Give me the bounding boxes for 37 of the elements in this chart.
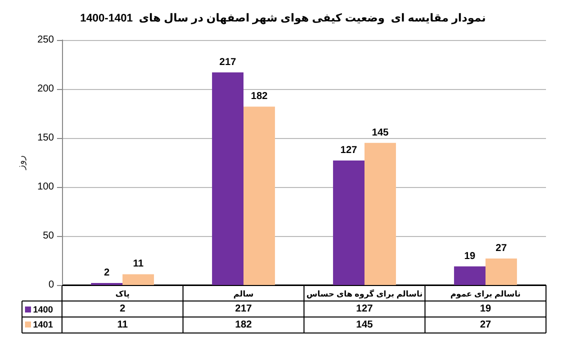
y-axis-title: روز [16,155,27,171]
text: 127 [356,304,374,314]
data-label: 19 [464,250,476,262]
text: 145 [356,320,374,330]
text: 27 [480,320,492,330]
bar [122,274,154,285]
bar [364,142,396,285]
bar [212,72,244,285]
x-tick-label: ناسالم برای گروه های حساس [306,288,423,298]
data-label: 127 [340,145,358,156]
data-label: 182 [250,91,268,102]
x-tick-label: ناسالم برای عموم [450,290,521,298]
x-tick-label: سالم [233,290,254,298]
y-tick-label: 50 [42,230,54,242]
text: 217 [235,304,252,314]
chart-title: نمودار مقایسه ای وضعیت کیفی هوای شهر اصفهان در سال های 1401-1400 [80,12,486,24]
y-tick-label: 0 [48,280,54,290]
x-tick-label: پاک [115,290,130,298]
text: 182 [235,320,252,330]
data-label: 2 [104,268,110,279]
y-tick-label: 150 [37,132,54,144]
text: 19 [480,304,492,314]
legend-label: 1401 [33,320,54,330]
y-tick-label: 100 [37,182,54,192]
bar [244,106,275,285]
data-label: 217 [219,56,237,68]
text: 11 [117,320,128,330]
legend-label: 1400 [33,304,54,314]
data-label: 27 [496,243,508,254]
data-label: 145 [372,127,390,138]
data-label: 11 [132,258,144,270]
bar [333,160,364,285]
bar [486,258,517,285]
text: 2 [120,304,126,314]
y-tick-label: 250 [37,34,54,46]
y-tick-label: 200 [37,84,54,94]
bar [454,266,486,285]
